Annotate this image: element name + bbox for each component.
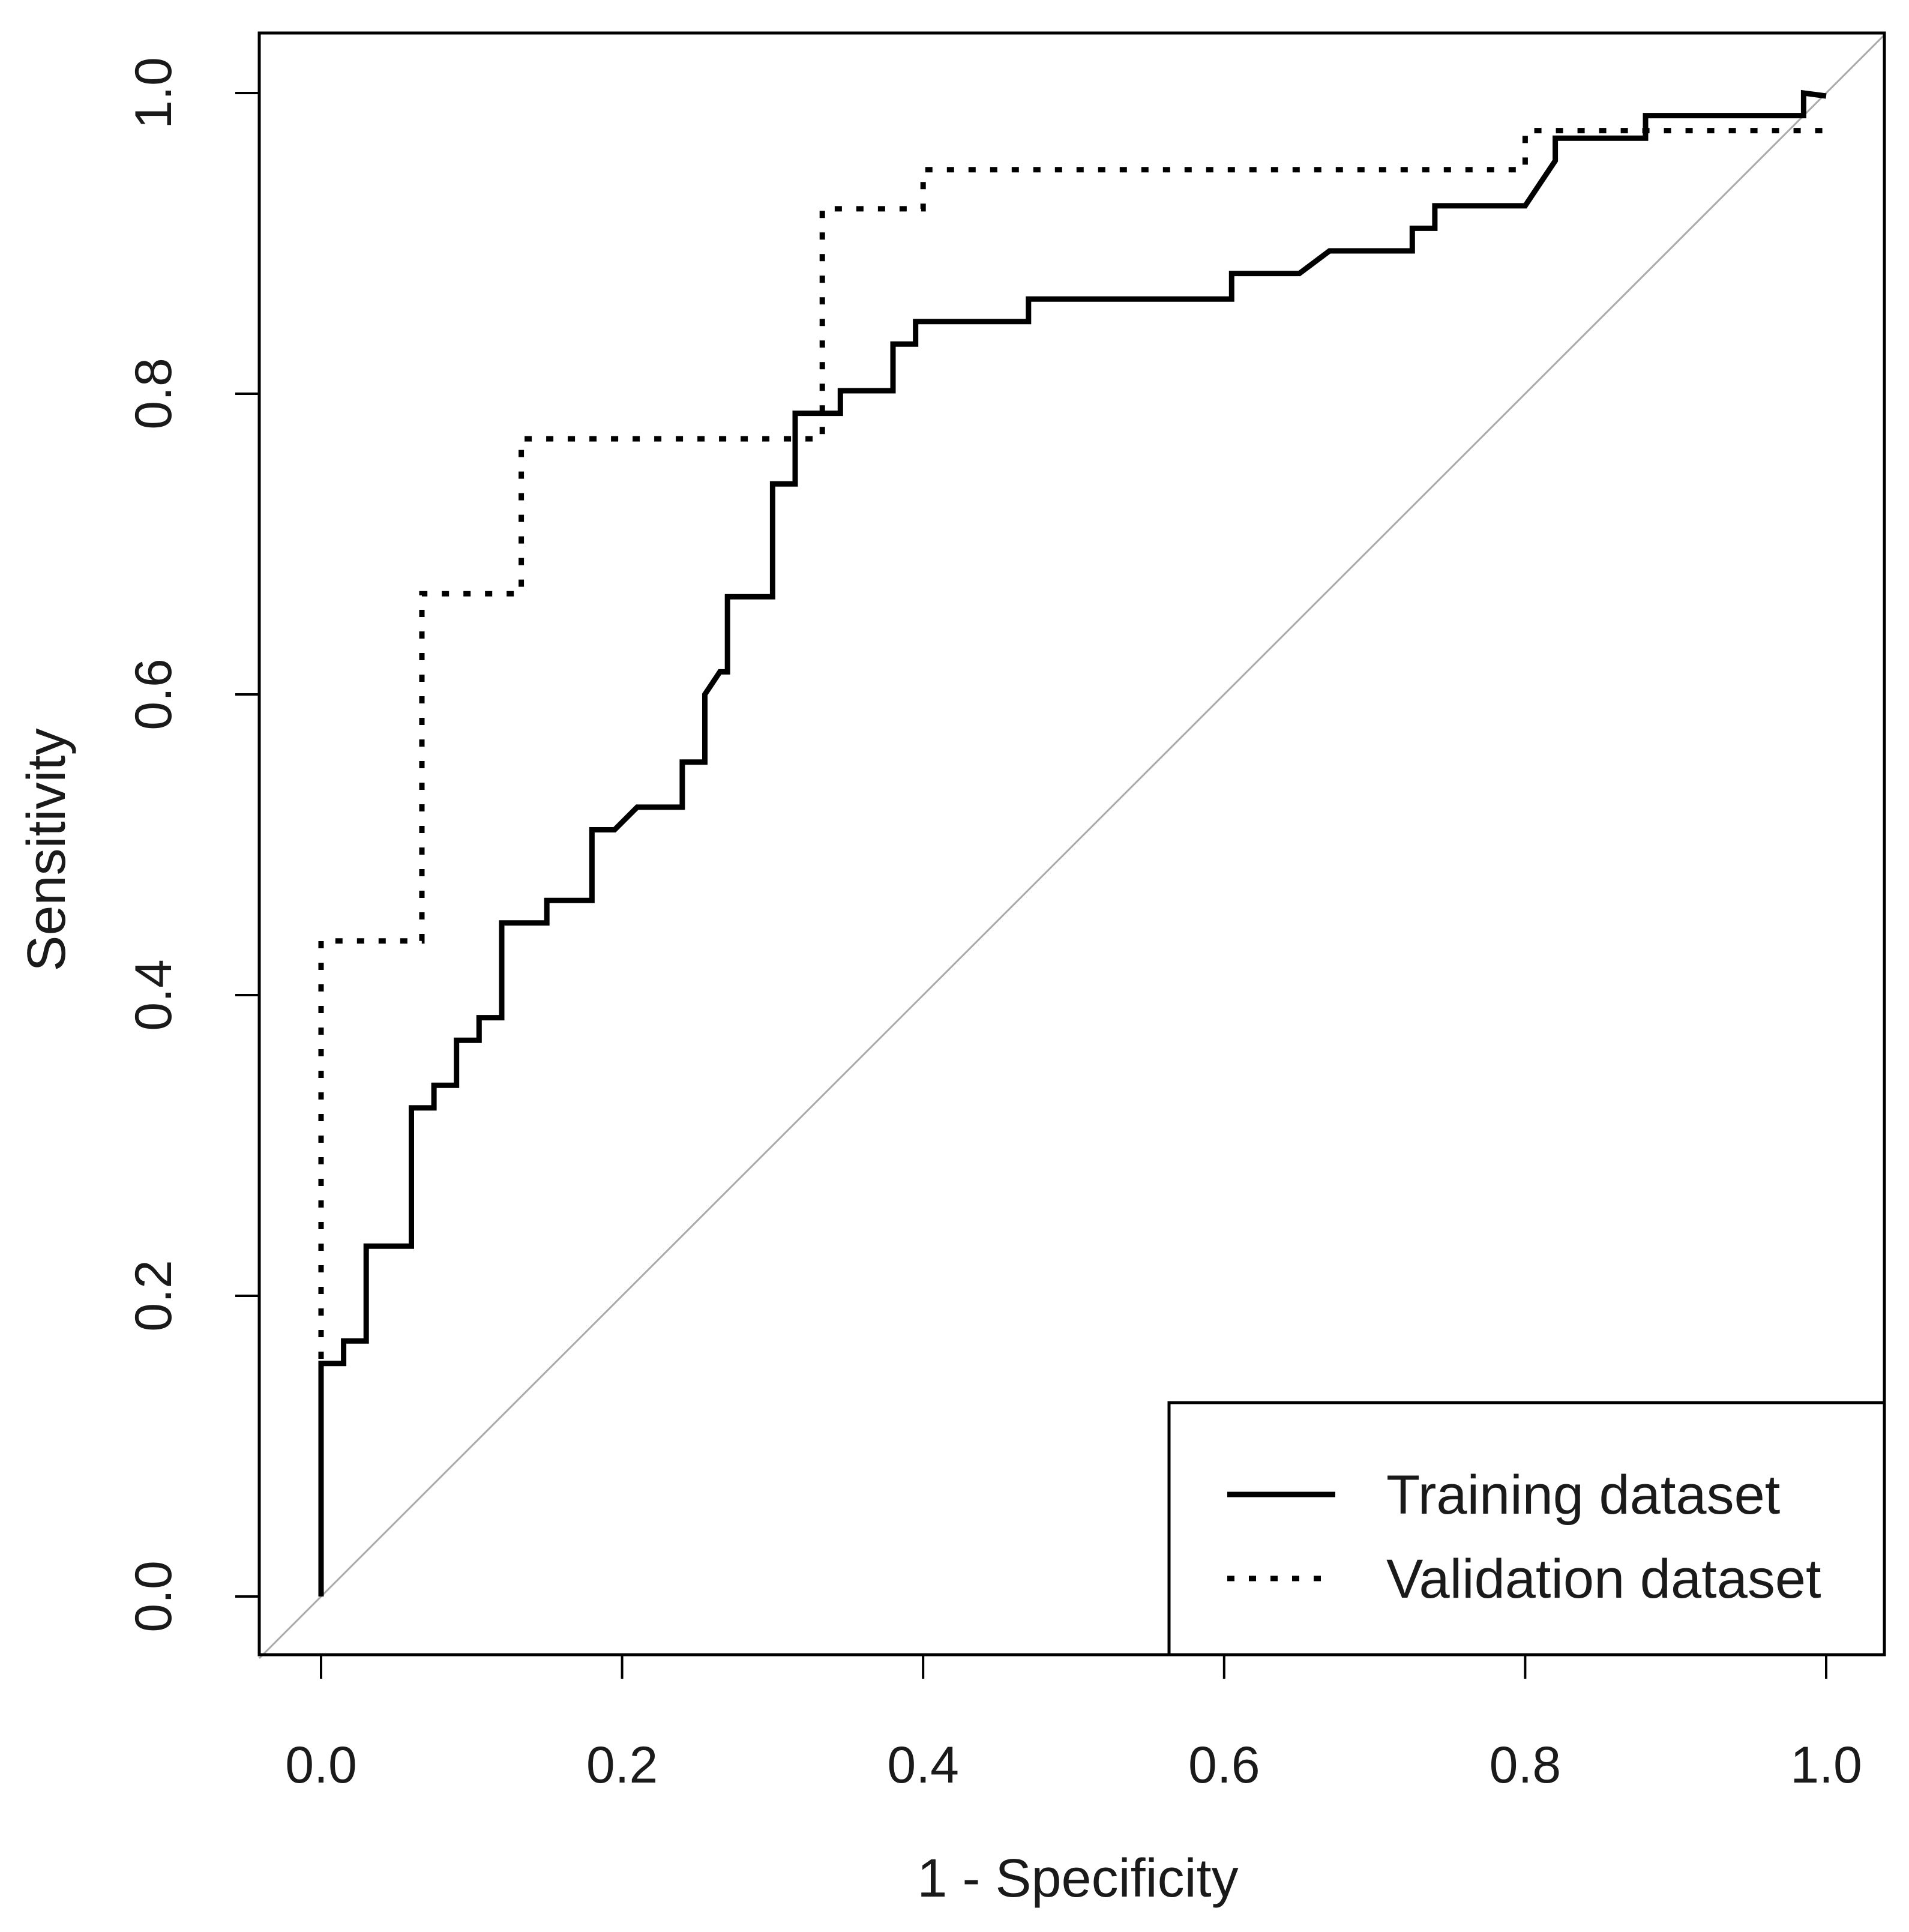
reference-diagonal-line [258, 34, 1886, 1659]
y-tick-label: 0.2 [125, 1260, 182, 1332]
y-axis-title: Sensitivity [17, 728, 77, 971]
legend-label-training: Training dataset [1386, 1464, 1780, 1526]
x-tick-label: 0.0 [285, 1736, 357, 1794]
x-tick-label: 0.4 [887, 1736, 959, 1794]
y-tick-label: 0.4 [125, 959, 182, 1031]
reference-diagonal-layer [258, 34, 1886, 1659]
y-tick-label: 0.0 [125, 1560, 182, 1633]
y-tick-label: 1.0 [125, 57, 182, 129]
y-tick-label: 0.6 [125, 658, 182, 730]
y-tick-label: 0.8 [125, 358, 182, 430]
x-tick-label: 0.8 [1490, 1736, 1562, 1794]
x-tick-label: 0.6 [1188, 1736, 1260, 1794]
y-axis: 0.0 0.2 0.4 0.6 0.8 1.0 [125, 57, 260, 1633]
x-axis: 0.0 0.2 0.4 0.6 0.8 1.0 [285, 1654, 1862, 1794]
legend-box [1167, 1401, 1886, 1657]
series-layer [318, 89, 1829, 1596]
x-tick-label: 0.2 [586, 1736, 658, 1794]
x-tick-label: 1.0 [1790, 1736, 1862, 1794]
legend: Training dataset Validation dataset [1167, 1401, 1886, 1657]
legend-label-validation: Validation dataset [1386, 1548, 1821, 1610]
x-axis-title: 1 - Specificity [917, 1849, 1238, 1909]
series-line-training [318, 89, 1827, 1596]
